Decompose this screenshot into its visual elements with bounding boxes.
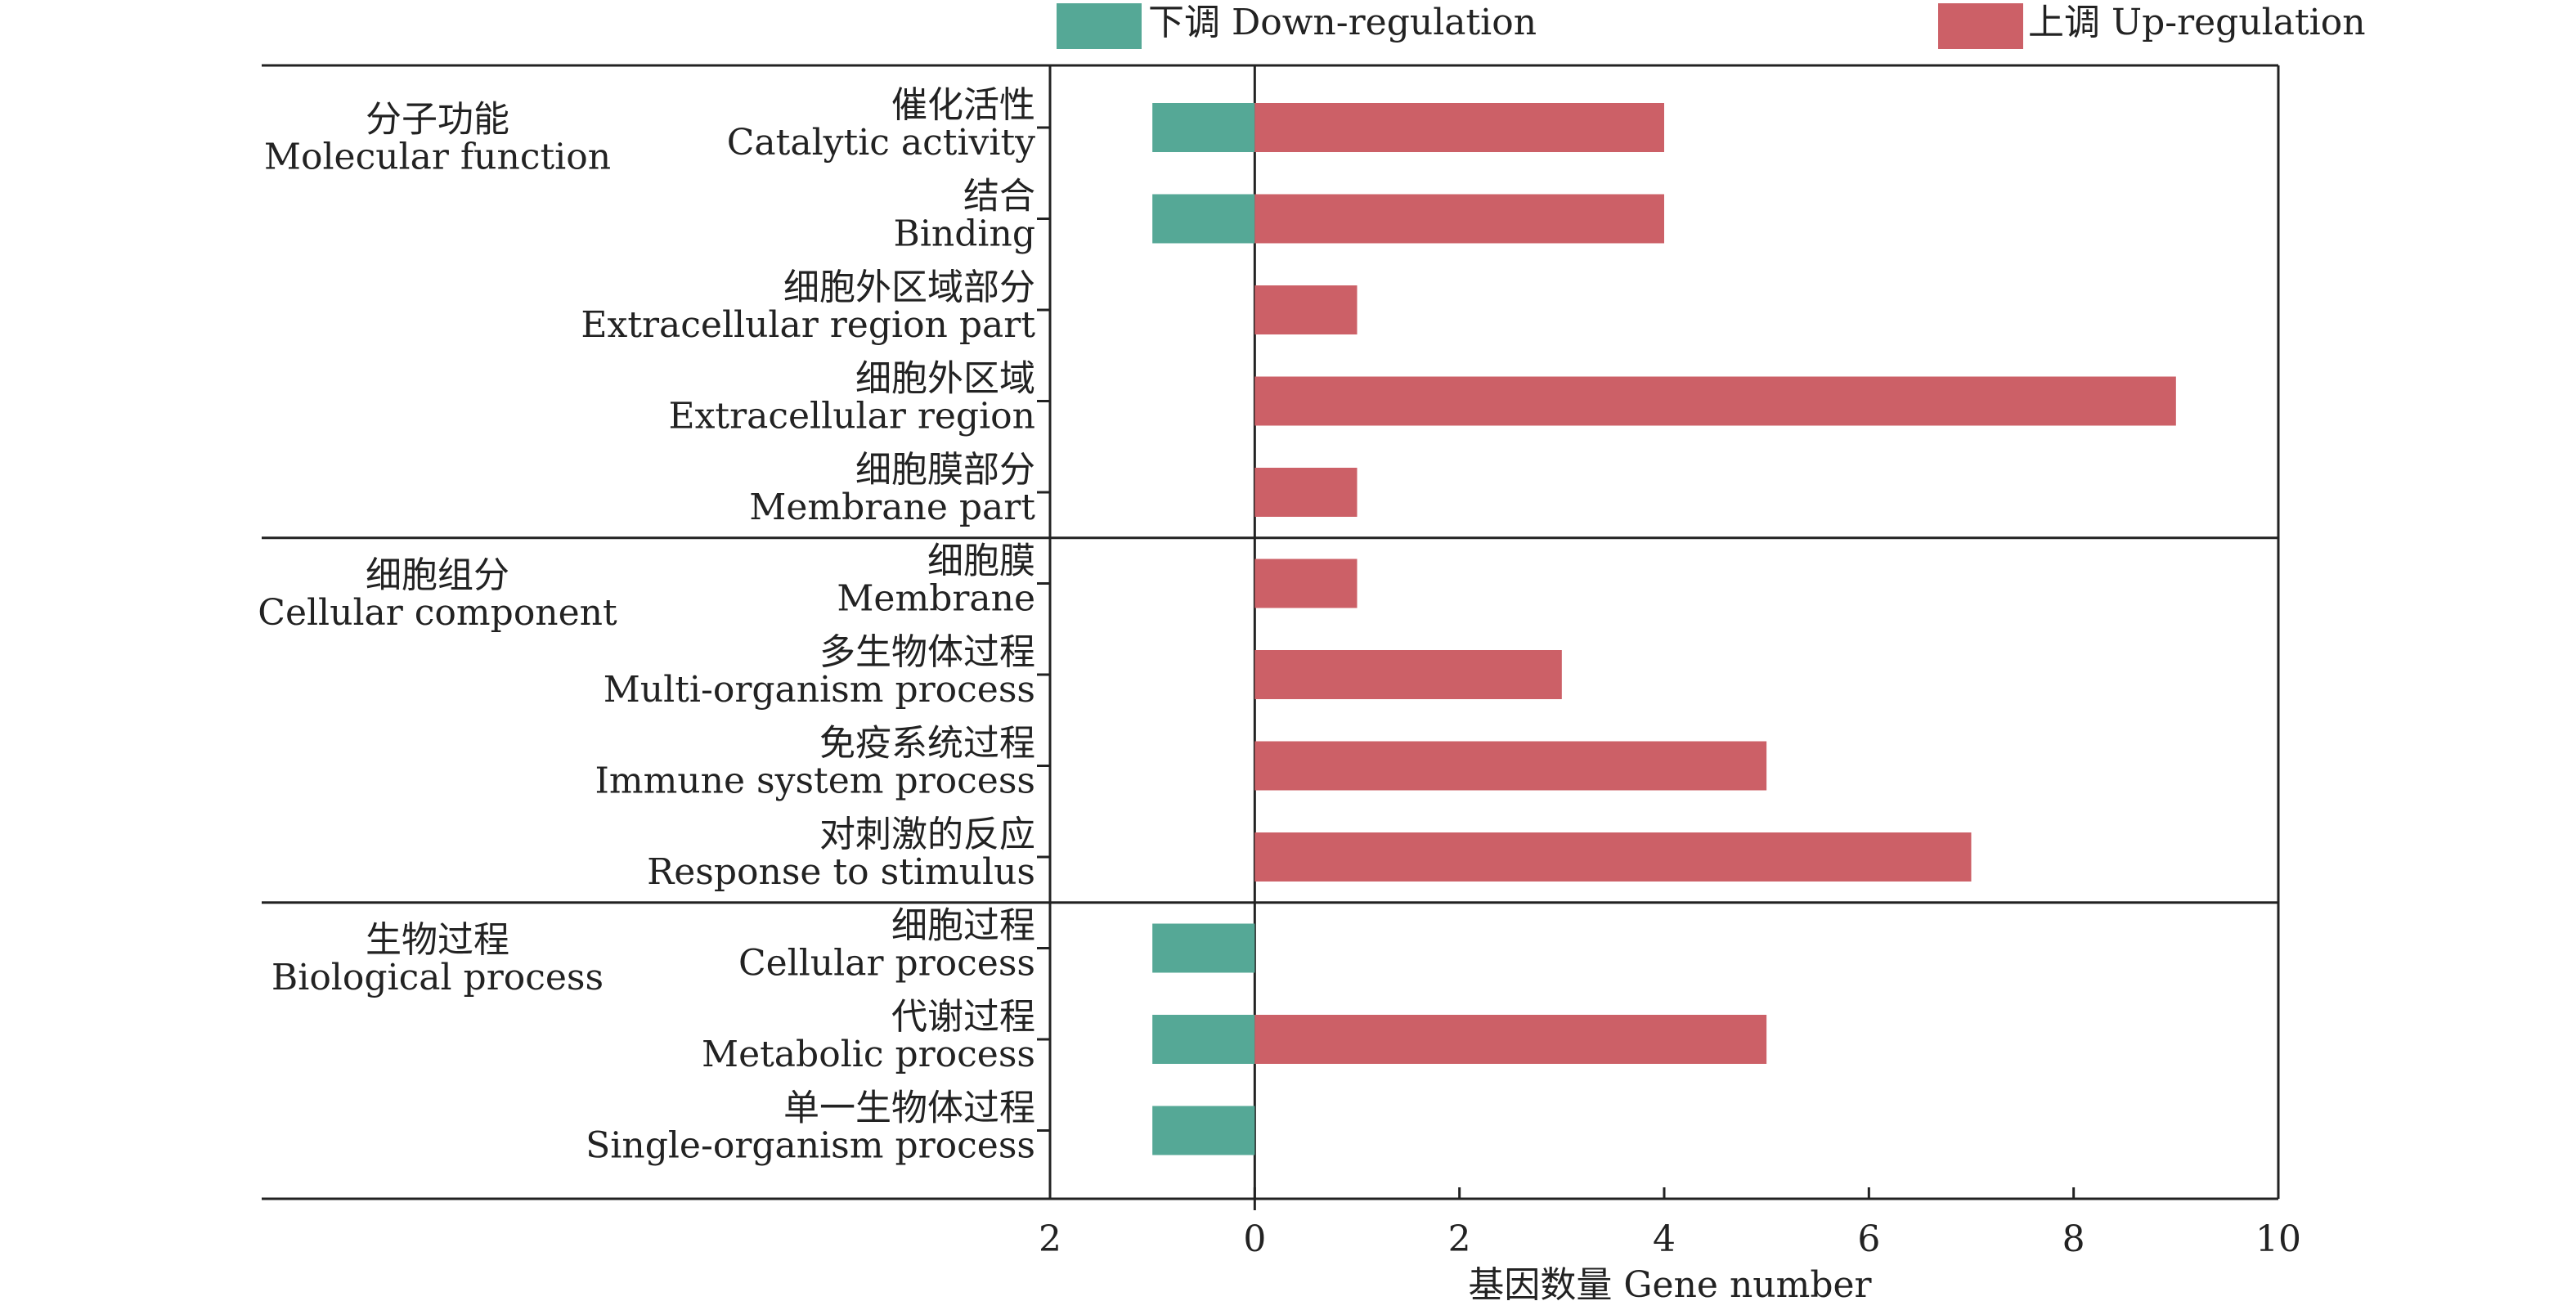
bar-down [1152, 923, 1255, 973]
category-label-zh: 对刺激的反应 [819, 814, 1035, 855]
category-label-en: Single-organism process [586, 1125, 1035, 1167]
legend-up-swatch [1938, 3, 2023, 49]
bar-up [1254, 741, 1767, 791]
bar-up [1254, 285, 1358, 334]
x-tick-label: 10 [2255, 1218, 2301, 1260]
bar-up [1254, 559, 1358, 608]
bars [1152, 103, 2176, 1155]
category-label-en: Immune system process [595, 760, 1035, 802]
category-label-en: Membrane [837, 578, 1035, 620]
category-label-zh: 多生物体过程 [819, 631, 1035, 673]
category-label-en: Membrane part [749, 487, 1035, 528]
legend: 下调 Down-regulation 上调 Up-regulation [1057, 2, 2366, 49]
bar-up [1254, 832, 1972, 882]
bar-up [1254, 468, 1358, 517]
x-tick-label: 2 [1448, 1218, 1471, 1260]
x-tick-label: 4 [1653, 1218, 1676, 1260]
bar-down [1152, 103, 1255, 152]
category-label-zh: 细胞外区域 [855, 358, 1035, 400]
x-axis-title: 基因数量 Gene number [1468, 1264, 1872, 1306]
category-label-en: Cellular process [738, 943, 1035, 985]
bar-down [1152, 194, 1255, 244]
bar-up [1254, 650, 1562, 699]
bar-up [1254, 103, 1664, 152]
legend-down-label: 下调 Down-regulation [1148, 2, 1537, 43]
category-label-en: Response to stimulus [647, 851, 1035, 893]
category-label-zh: 细胞过程 [891, 905, 1035, 947]
category-label-en: Binding [894, 213, 1036, 255]
group-label-zh: 分子功能 [366, 98, 509, 140]
category-label-en: Extracellular region part [581, 304, 1035, 346]
category-label-zh: 代谢过程 [891, 996, 1035, 1038]
category-label-zh: 免疫系统过程 [819, 723, 1035, 765]
x-tick-label: 0 [1243, 1218, 1266, 1260]
category-label-zh: 细胞外区域部分 [783, 267, 1035, 308]
category-label-zh: 结合 [963, 176, 1035, 218]
bar-down [1152, 1015, 1255, 1064]
chart-frame [262, 64, 2280, 1210]
category-label-en: Metabolic process [702, 1034, 1035, 1075]
x-tick-label: 6 [1857, 1218, 1880, 1260]
bar-down [1152, 1106, 1255, 1155]
group-label-en: Cellular component [258, 592, 617, 634]
bar-up [1254, 194, 1664, 244]
category-label-zh: 细胞膜部分 [855, 449, 1035, 491]
x-tick-label: 2 [1039, 1218, 1061, 1260]
category-label-en: Catalytic activity [727, 122, 1035, 164]
category-label-zh: 细胞膜 [927, 541, 1035, 582]
group-label-en: Biological process [272, 957, 604, 998]
group-label-zh: 生物过程 [366, 919, 509, 961]
x-tick-label: 8 [2062, 1218, 2085, 1260]
group-label-zh: 细胞组分 [366, 554, 509, 596]
bar-up [1254, 1015, 1767, 1064]
category-label-zh: 单一生物体过程 [783, 1088, 1035, 1129]
category-label-en: Multi-organism process [604, 669, 1035, 711]
bar-up [1254, 376, 2176, 426]
group-label-en: Molecular function [264, 136, 611, 177]
legend-up-label: 上调 Up-regulation [2028, 2, 2366, 43]
category-label-en: Extracellular region [668, 396, 1035, 437]
x-axis: 2 0 2 4 6 8 10 [1039, 1187, 2301, 1260]
category-label-zh: 催化活性 [891, 84, 1035, 126]
legend-down-swatch [1057, 3, 1142, 49]
